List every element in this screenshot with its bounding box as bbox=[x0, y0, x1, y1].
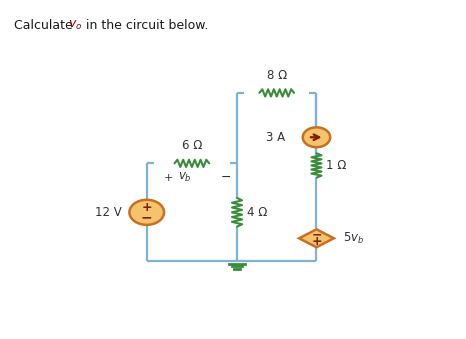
Circle shape bbox=[303, 127, 330, 147]
Text: 1 Ω: 1 Ω bbox=[326, 159, 346, 172]
Circle shape bbox=[130, 200, 164, 225]
Text: −: − bbox=[141, 210, 152, 224]
Text: $5v_b$: $5v_b$ bbox=[343, 231, 364, 246]
Text: +: + bbox=[164, 173, 173, 183]
Text: $v_b$: $v_b$ bbox=[178, 171, 192, 184]
Text: 3 A: 3 A bbox=[266, 131, 285, 144]
Text: $v_o$: $v_o$ bbox=[68, 19, 82, 32]
Polygon shape bbox=[299, 229, 334, 247]
Text: 8 Ω: 8 Ω bbox=[267, 69, 287, 82]
Text: Calculate: Calculate bbox=[14, 19, 77, 32]
Text: 12 V: 12 V bbox=[96, 206, 122, 219]
Text: 4 Ω: 4 Ω bbox=[247, 206, 267, 219]
Text: −: − bbox=[221, 171, 232, 184]
Text: +: + bbox=[311, 235, 322, 248]
Text: −: − bbox=[311, 228, 322, 241]
Text: in the circuit below.: in the circuit below. bbox=[82, 19, 208, 32]
Text: 6 Ω: 6 Ω bbox=[182, 139, 202, 153]
Text: +: + bbox=[141, 201, 152, 214]
